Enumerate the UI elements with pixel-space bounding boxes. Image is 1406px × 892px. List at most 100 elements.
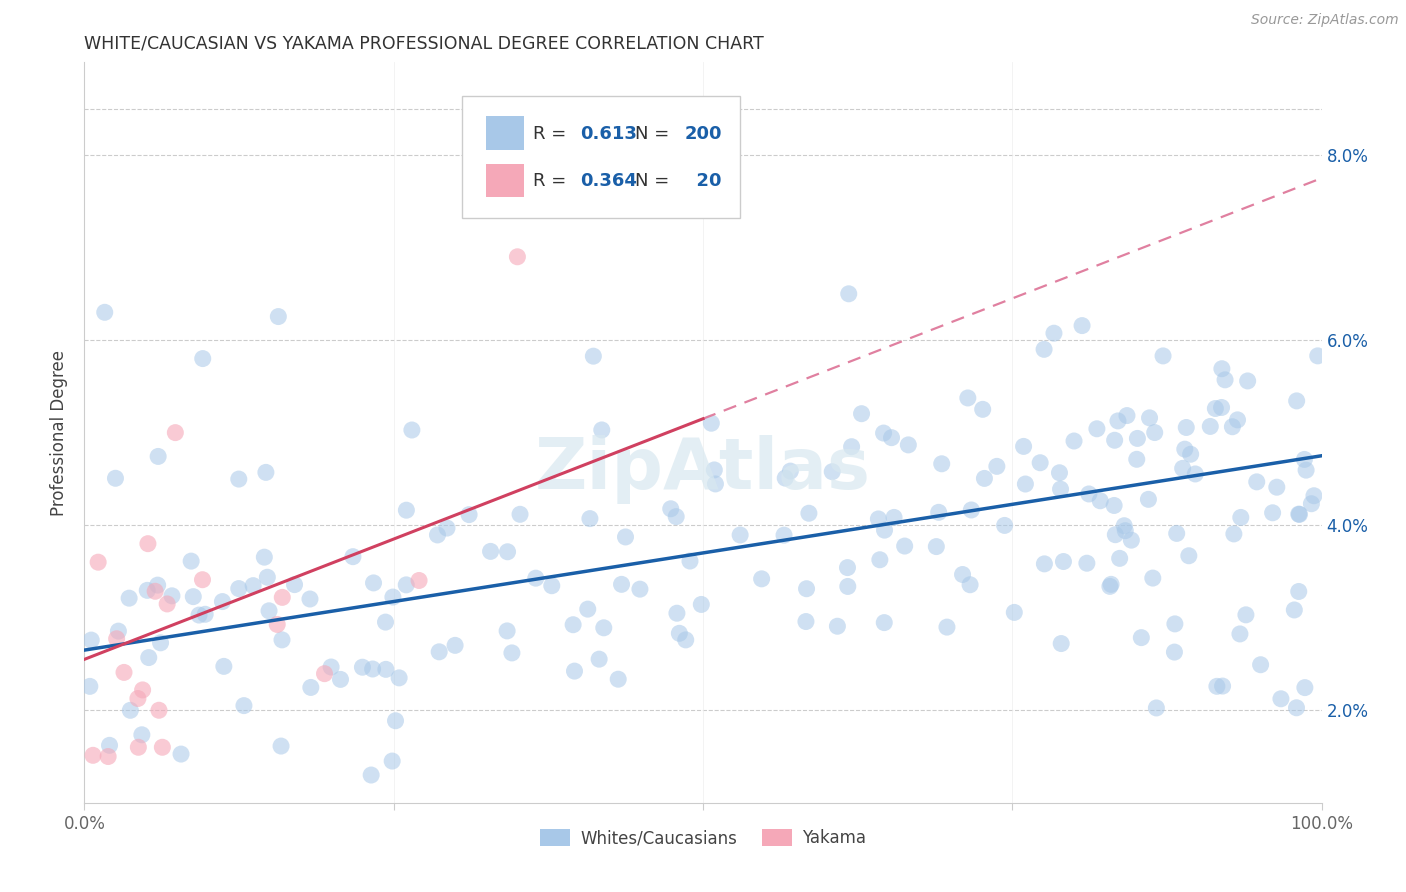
Point	[1029, 456, 1052, 470]
Point	[1002, 606, 1025, 620]
Point	[127, 740, 149, 755]
Point	[506, 250, 529, 264]
Point	[118, 591, 141, 606]
Point	[136, 583, 159, 598]
Point	[1163, 645, 1185, 659]
Point	[321, 660, 343, 674]
Point	[607, 672, 630, 686]
Point	[873, 615, 896, 630]
Point	[436, 521, 458, 535]
Point	[838, 286, 860, 301]
Point	[363, 575, 385, 590]
Text: ZipAtlas: ZipAtlas	[536, 435, 870, 504]
Point	[146, 450, 169, 464]
Point	[266, 617, 288, 632]
Point	[93, 305, 115, 319]
Point	[1144, 701, 1167, 715]
Point	[374, 615, 396, 629]
Point	[314, 666, 336, 681]
Point	[1236, 374, 1258, 388]
Point	[872, 425, 894, 440]
Text: N =: N =	[636, 172, 675, 190]
Point	[827, 619, 849, 633]
Text: R =: R =	[533, 172, 572, 190]
Point	[1164, 616, 1187, 631]
Point	[131, 728, 153, 742]
Point	[232, 698, 254, 713]
FancyBboxPatch shape	[486, 117, 523, 150]
Point	[82, 748, 104, 763]
Point	[254, 466, 277, 480]
Point	[897, 438, 920, 452]
Point	[352, 660, 374, 674]
Point	[270, 739, 292, 753]
Point	[143, 584, 166, 599]
Point	[1033, 557, 1056, 571]
Point	[579, 511, 602, 525]
Point	[1180, 447, 1202, 461]
Point	[1250, 657, 1272, 672]
Point	[1052, 555, 1074, 569]
Point	[1184, 467, 1206, 481]
Point	[1142, 571, 1164, 585]
Point	[97, 749, 120, 764]
Point	[931, 457, 953, 471]
Point	[298, 592, 321, 607]
Point	[1213, 373, 1236, 387]
Point	[228, 472, 250, 486]
Point	[381, 754, 404, 768]
Point	[675, 632, 697, 647]
Text: 0.364: 0.364	[581, 172, 637, 190]
Point	[994, 518, 1017, 533]
Point	[496, 545, 519, 559]
Point	[960, 503, 983, 517]
Point	[395, 578, 418, 592]
Point	[271, 632, 294, 647]
Point	[1104, 527, 1126, 541]
Point	[1090, 493, 1112, 508]
Point	[148, 703, 170, 717]
Point	[610, 577, 633, 591]
Point	[374, 662, 396, 676]
Point	[821, 465, 844, 479]
Point	[401, 423, 423, 437]
Point	[794, 615, 817, 629]
Point	[1212, 679, 1234, 693]
Point	[458, 508, 481, 522]
Point	[690, 598, 713, 612]
Point	[1121, 533, 1143, 548]
Point	[80, 633, 103, 648]
Point	[880, 431, 903, 445]
Point	[700, 416, 723, 430]
Point	[1222, 419, 1244, 434]
Point	[1211, 401, 1233, 415]
Point	[1102, 499, 1125, 513]
Point	[614, 530, 637, 544]
Point	[1076, 556, 1098, 570]
Point	[329, 673, 352, 687]
Point	[1199, 419, 1222, 434]
Point	[107, 624, 129, 639]
Point	[1205, 679, 1227, 693]
Point	[873, 523, 896, 537]
Point	[588, 652, 610, 666]
Point	[868, 512, 890, 526]
Point	[146, 578, 169, 592]
Point	[1285, 393, 1308, 408]
Point	[1049, 482, 1071, 496]
Point	[360, 768, 382, 782]
Point	[925, 540, 948, 554]
Point	[257, 604, 280, 618]
Point	[524, 571, 547, 585]
Point	[773, 471, 796, 485]
Point	[1063, 434, 1085, 448]
Text: WHITE/CAUCASIAN VS YAKAMA PROFESSIONAL DEGREE CORRELATION CHART: WHITE/CAUCASIAN VS YAKAMA PROFESSIONAL D…	[84, 35, 763, 53]
Point	[1288, 584, 1310, 599]
Point	[1288, 507, 1310, 521]
Point	[1152, 349, 1174, 363]
Point	[242, 579, 264, 593]
Point	[1050, 636, 1073, 650]
Point	[851, 407, 873, 421]
Point	[388, 671, 411, 685]
Point	[131, 682, 153, 697]
